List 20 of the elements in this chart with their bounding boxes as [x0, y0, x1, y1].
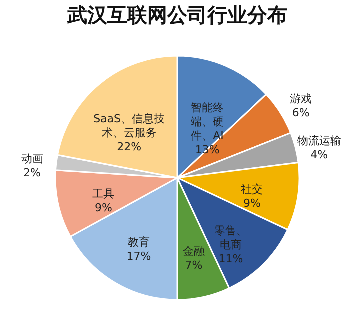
data-label: 6% — [292, 106, 310, 120]
data-label: 9% — [243, 196, 261, 210]
slice-label: 社交 — [241, 182, 264, 196]
data-label: 11% — [218, 252, 244, 266]
slice-label: 动画 — [21, 152, 44, 166]
slice-label: 零售、电商 — [214, 224, 248, 252]
slice-label: SaaS、信息技术、云服务 — [94, 112, 166, 140]
slice-label: 工具 — [92, 188, 115, 200]
data-label: 9% — [94, 202, 112, 214]
data-label: 17% — [126, 250, 152, 264]
slice-label: 金融 — [183, 244, 205, 258]
slice-label: 智能终端、硬件、AI — [191, 102, 224, 143]
slice-label: 物流运输 — [297, 134, 342, 148]
data-label: 7% — [185, 258, 203, 272]
data-label: 4% — [310, 148, 328, 162]
data-label: 2% — [24, 166, 41, 180]
data-label: 22% — [117, 140, 142, 154]
slice-label: 游戏 — [290, 92, 312, 106]
slice-label: 教育 — [128, 236, 150, 250]
chart-title: 武汉互联网公司行业分布 — [66, 3, 288, 27]
